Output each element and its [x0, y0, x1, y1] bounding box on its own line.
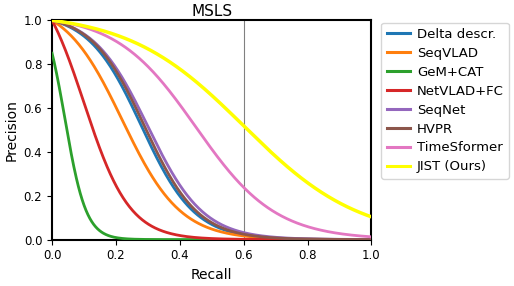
SeqVLAD — [222, 231, 228, 235]
JIST (Ours) — [203, 88, 209, 92]
Legend: Delta descr., SeqVLAD, GeM+CAT, NetVLAD+FC, SeqNet, HVPR, TimeSformer, JIST (Our: Delta descr., SeqVLAD, GeM+CAT, NetVLAD+… — [381, 23, 509, 179]
Delta descr. — [200, 218, 207, 221]
SeqVLAD — [203, 225, 209, 229]
HVPR — [239, 232, 245, 236]
Delta descr. — [49, 19, 55, 22]
TimeSformer — [203, 139, 209, 142]
Delta descr. — [361, 238, 367, 241]
GeM+CAT — [239, 238, 245, 241]
SeqNet — [361, 238, 367, 241]
JIST (Ours) — [49, 19, 55, 22]
Delta descr. — [311, 237, 317, 241]
NetVLAD+FC — [369, 238, 375, 241]
SeqVLAD — [369, 238, 375, 241]
SeqNet — [200, 211, 207, 214]
Line: TimeSformer: TimeSformer — [52, 20, 372, 237]
Line: GeM+CAT: GeM+CAT — [52, 53, 372, 240]
HVPR — [361, 238, 367, 241]
HVPR — [369, 238, 375, 241]
HVPR — [311, 237, 317, 241]
Delta descr. — [203, 219, 209, 223]
HVPR — [222, 227, 228, 231]
SeqVLAD — [49, 19, 55, 22]
Title: MSLS: MSLS — [191, 4, 232, 19]
NetVLAD+FC — [222, 237, 228, 241]
NetVLAD+FC — [311, 238, 317, 241]
SeqNet — [222, 225, 228, 228]
TimeSformer — [361, 235, 367, 238]
SeqNet — [239, 231, 245, 234]
GeM+CAT — [222, 238, 228, 241]
JIST (Ours) — [311, 186, 317, 189]
GeM+CAT — [361, 238, 367, 241]
JIST (Ours) — [369, 215, 375, 219]
GeM+CAT — [203, 238, 209, 241]
Delta descr. — [239, 233, 245, 236]
JIST (Ours) — [200, 87, 207, 90]
JIST (Ours) — [239, 123, 245, 126]
NetVLAD+FC — [49, 19, 55, 22]
NetVLAD+FC — [203, 237, 209, 240]
NetVLAD+FC — [200, 237, 207, 240]
TimeSformer — [200, 136, 207, 140]
SeqVLAD — [311, 237, 317, 241]
Y-axis label: Precision: Precision — [4, 99, 18, 161]
TimeSformer — [239, 184, 245, 188]
Line: JIST (Ours): JIST (Ours) — [52, 20, 372, 217]
Delta descr. — [222, 228, 228, 232]
JIST (Ours) — [222, 106, 228, 109]
TimeSformer — [369, 235, 375, 239]
Line: SeqNet: SeqNet — [52, 20, 372, 239]
NetVLAD+FC — [361, 238, 367, 241]
TimeSformer — [222, 164, 228, 168]
GeM+CAT — [200, 238, 207, 241]
HVPR — [203, 217, 209, 221]
TimeSformer — [311, 227, 317, 230]
Line: HVPR: HVPR — [52, 20, 372, 239]
Line: SeqVLAD: SeqVLAD — [52, 20, 372, 239]
Line: Delta descr.: Delta descr. — [52, 20, 372, 239]
SeqVLAD — [361, 238, 367, 241]
SeqVLAD — [200, 224, 207, 228]
GeM+CAT — [369, 238, 375, 241]
TimeSformer — [49, 19, 55, 22]
Line: NetVLAD+FC: NetVLAD+FC — [52, 20, 372, 240]
SeqNet — [49, 19, 55, 22]
NetVLAD+FC — [239, 238, 245, 241]
Delta descr. — [369, 238, 375, 241]
GeM+CAT — [311, 238, 317, 241]
GeM+CAT — [49, 51, 55, 55]
SeqNet — [369, 238, 375, 241]
SeqVLAD — [239, 234, 245, 237]
SeqNet — [311, 237, 317, 241]
HVPR — [200, 216, 207, 219]
JIST (Ours) — [361, 212, 367, 216]
SeqNet — [203, 213, 209, 216]
X-axis label: Recall: Recall — [191, 268, 232, 282]
HVPR — [49, 19, 55, 22]
